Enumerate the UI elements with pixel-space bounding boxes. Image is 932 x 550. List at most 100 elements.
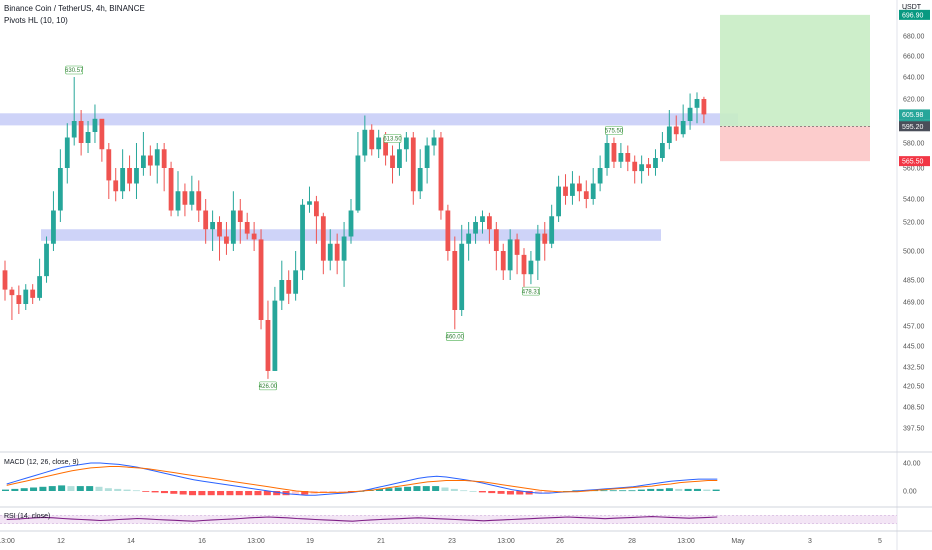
candle-body	[660, 143, 665, 158]
candle-body	[376, 137, 382, 150]
macd-hist-bar	[703, 489, 711, 491]
candle-body	[383, 137, 388, 156]
candle-body	[23, 289, 29, 304]
candle-body	[452, 251, 458, 310]
macd-hist-bar	[179, 491, 187, 495]
macd-tick-label: 0.00	[903, 489, 917, 496]
macd-hist-bar	[86, 486, 94, 491]
candle-body	[168, 168, 174, 211]
macd-hist-bar	[647, 488, 655, 491]
macd-hist-bar	[469, 491, 477, 492]
macd-hist-bar	[619, 490, 627, 492]
pivot-label: 426.00	[259, 384, 278, 390]
macd-hist-bar	[656, 488, 664, 491]
time-axis-ticks[interactable]: 13:00 12 14 16 13:00 19 21 23 13:00 26 28 13:00 May 3…	[0, 538, 882, 545]
macd-hist-bar	[58, 485, 66, 491]
macd-hist-bar	[422, 486, 430, 491]
macd-hist-bar	[441, 487, 449, 491]
candle-body	[314, 201, 319, 217]
macd-hist-bar	[114, 488, 122, 491]
macd-hist-bar	[488, 491, 496, 494]
macd-label[interactable]: MACD (12, 26, close, 9)	[4, 459, 79, 466]
time-tick-label: 13:00	[247, 538, 265, 545]
loss-zone	[720, 126, 870, 162]
current-price-tag: 605.98	[902, 112, 924, 119]
candle-body	[51, 210, 56, 244]
candle-body	[327, 243, 333, 261]
macd-hist-bar	[104, 488, 112, 491]
resistance-zone	[0, 113, 738, 126]
candle-body	[576, 183, 582, 192]
price-tick-label: 680.00	[903, 34, 925, 41]
macd-hist-bar	[600, 490, 608, 492]
rsi-label[interactable]: RSI (14, close)	[4, 513, 51, 520]
candle-body	[563, 186, 568, 196]
candle-body	[507, 239, 513, 271]
candle-body	[210, 222, 215, 230]
macd-hist-bar	[30, 487, 38, 491]
macd-hist-bar	[693, 488, 701, 491]
symbol-title[interactable]: Binance Coin / TetherUS, 4h, BINANCE	[4, 4, 145, 13]
candle-body	[500, 251, 506, 271]
candle-body	[279, 280, 285, 301]
price-tick-label: 485.00	[903, 278, 925, 285]
time-tick-label: 13:00	[677, 538, 695, 545]
candle-body	[78, 121, 84, 143]
pivot-tag	[445, 332, 464, 341]
candle-body	[230, 210, 236, 244]
macd-hist-bar	[460, 490, 468, 492]
pivot-tag	[605, 126, 623, 135]
candle-body	[666, 126, 672, 143]
rsi-pane	[0, 515, 897, 524]
macd-hist-bar	[506, 491, 514, 495]
candle-body	[480, 216, 485, 222]
candle-body	[355, 155, 361, 211]
candle-body	[611, 143, 617, 162]
stop-price-tag-bg	[899, 156, 930, 167]
candle-body	[549, 216, 555, 244]
macd-hist-bar	[2, 489, 10, 491]
pivot-label: 460.00	[446, 335, 465, 341]
candle-body	[258, 239, 264, 320]
rsi-line	[6, 516, 718, 522]
macd-hist-bar	[338, 491, 346, 492]
time-tick-label: 5	[878, 538, 882, 545]
candle-body	[673, 126, 679, 135]
candle-body	[459, 243, 465, 310]
candle-body	[320, 216, 326, 261]
position-layer	[720, 14, 870, 162]
candle-body	[154, 149, 160, 166]
price-axis-ticks[interactable]: 680.00660.00640.00620.00600.00580.00560.…	[903, 9, 925, 433]
profit-zone	[720, 14, 870, 127]
candle-body	[244, 222, 250, 234]
time-tick-label: 14	[127, 538, 135, 545]
candle-body	[493, 229, 499, 251]
time-tick-label: 13:00	[0, 538, 15, 545]
price-tick-label: 640.00	[903, 75, 925, 82]
price-tick-label: 408.50	[903, 405, 925, 412]
candle-body	[334, 243, 340, 261]
candle-body	[521, 254, 527, 275]
time-tick-label: May	[731, 538, 745, 545]
macd-hist-bar	[665, 488, 673, 491]
price-tick-label: 397.50	[903, 426, 925, 433]
candle-body	[618, 153, 624, 162]
candle-body	[348, 210, 354, 237]
currency-label[interactable]: USDT	[902, 4, 922, 11]
macd-hist-bar	[525, 491, 533, 495]
candle-body	[265, 320, 271, 371]
candle-body	[134, 168, 139, 184]
entry-price-tag: 595.20	[902, 124, 924, 131]
candle-body	[92, 118, 98, 132]
macd-tick-label: 40.00	[903, 461, 921, 468]
current-price-tag-bg	[899, 109, 930, 120]
pivot-label: 613.50	[383, 137, 402, 143]
macd-hist-bar	[207, 491, 215, 496]
macd-hist-bar	[217, 491, 225, 496]
candle-body	[286, 280, 292, 294]
candle-body	[424, 145, 430, 168]
macd-hist-bar	[684, 488, 692, 491]
indicator-label[interactable]: Pivots HL (10, 10)	[4, 16, 68, 25]
price-tick-label: 432.50	[903, 365, 925, 372]
